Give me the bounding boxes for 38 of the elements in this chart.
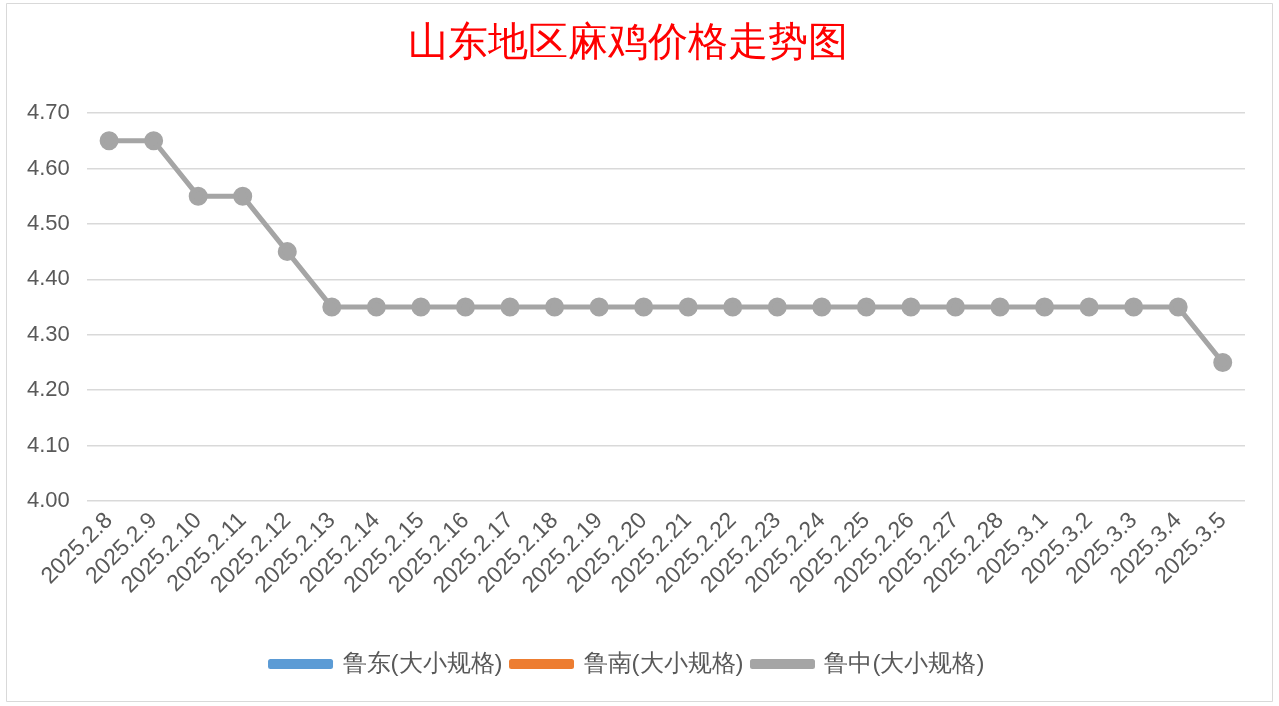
point bbox=[366, 297, 386, 317]
y-tick-label: 4.50 bbox=[26, 209, 70, 235]
point bbox=[767, 297, 787, 317]
point bbox=[678, 297, 698, 317]
point bbox=[634, 297, 654, 317]
point bbox=[233, 186, 253, 206]
point bbox=[411, 297, 431, 317]
point bbox=[945, 297, 965, 317]
point bbox=[1213, 353, 1233, 373]
point bbox=[856, 297, 876, 317]
legend-label: 鲁中(大小规格) bbox=[824, 648, 985, 676]
point bbox=[901, 297, 921, 317]
y-tick-label: 4.40 bbox=[26, 265, 70, 291]
point bbox=[990, 297, 1010, 317]
y-tick-label: 4.60 bbox=[26, 154, 70, 180]
y-tick-label: 4.70 bbox=[26, 99, 70, 125]
point bbox=[1035, 297, 1055, 317]
point bbox=[188, 186, 208, 206]
point bbox=[812, 297, 832, 317]
point bbox=[1079, 297, 1099, 317]
point bbox=[455, 297, 475, 317]
point bbox=[144, 131, 164, 151]
chart-title: 山东地区麻鸡价格走势图 bbox=[407, 18, 848, 64]
point bbox=[99, 131, 119, 151]
y-tick-label: 4.00 bbox=[26, 487, 70, 513]
point bbox=[277, 242, 297, 262]
point bbox=[589, 297, 609, 317]
y-tick-label: 4.10 bbox=[26, 431, 70, 457]
legend-label: 鲁南(大小规格) bbox=[583, 648, 744, 676]
point bbox=[723, 297, 743, 317]
point bbox=[1168, 297, 1188, 317]
point bbox=[322, 297, 342, 317]
point bbox=[545, 297, 565, 317]
point bbox=[500, 297, 520, 317]
y-tick-label: 4.20 bbox=[26, 376, 70, 402]
y-tick-label: 4.30 bbox=[26, 320, 70, 346]
legend-label: 鲁东(大小规格) bbox=[342, 648, 503, 676]
point bbox=[1124, 297, 1144, 317]
